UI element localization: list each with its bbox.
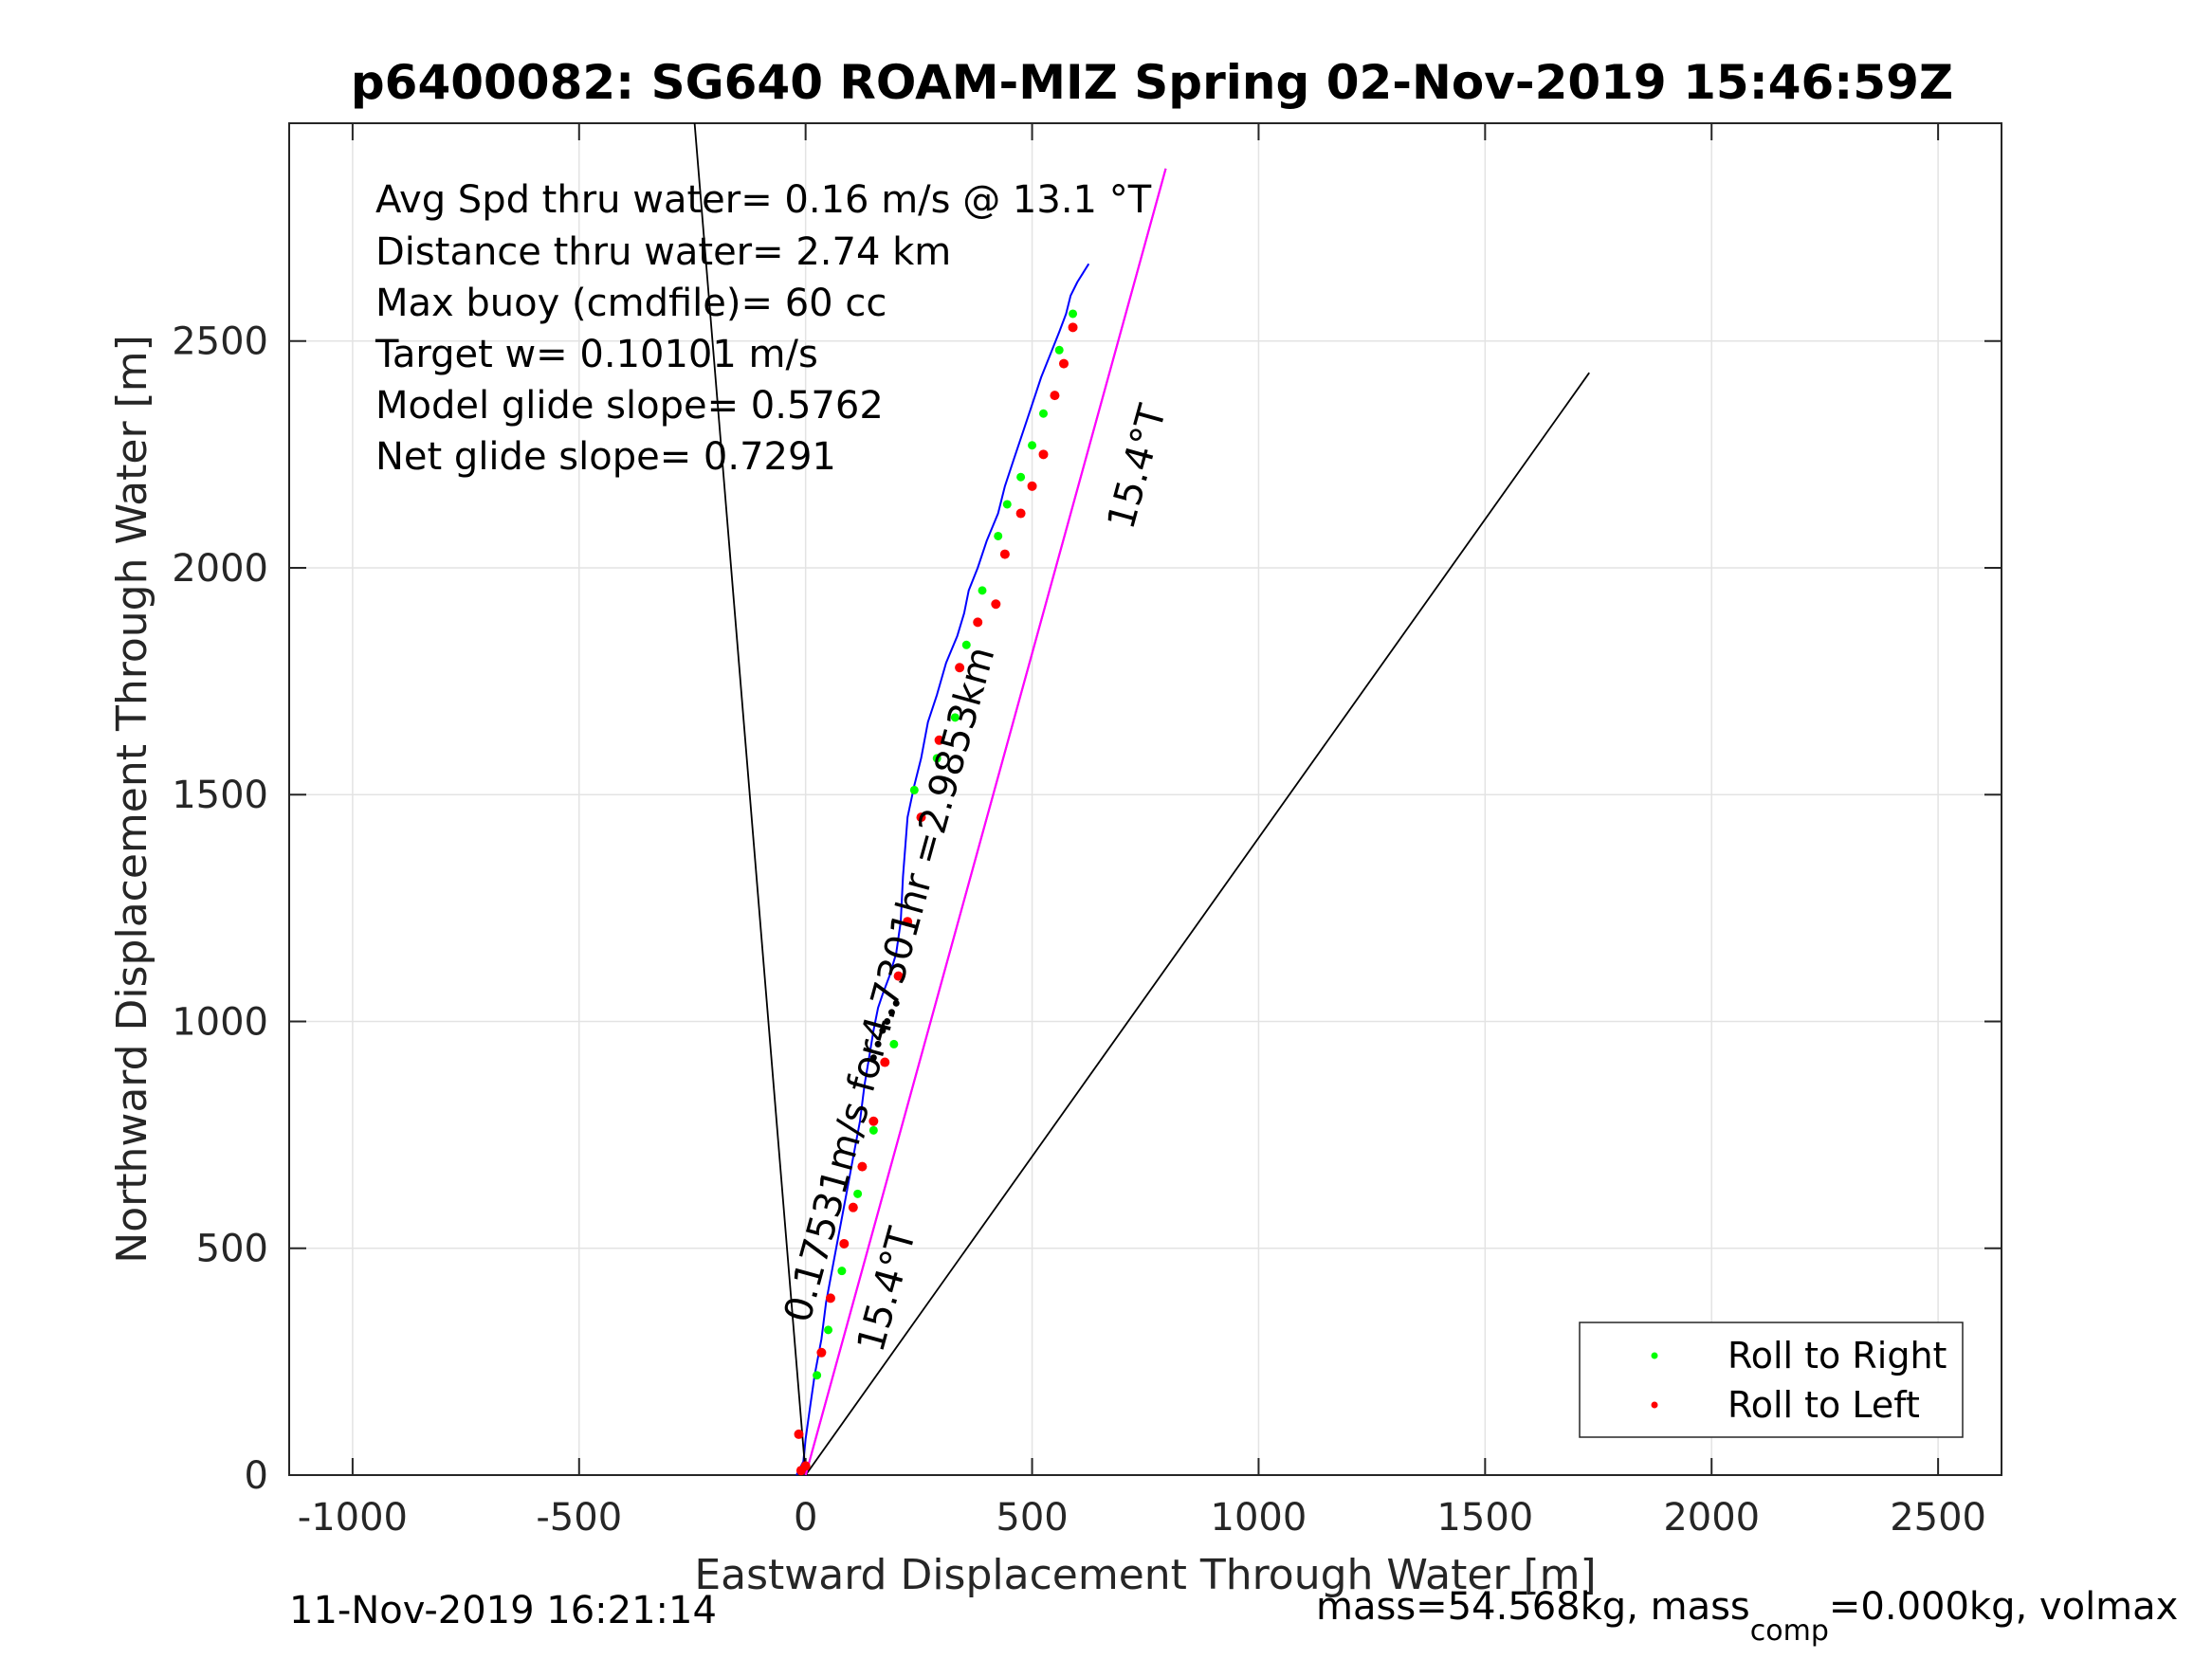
roll-left-point — [848, 1202, 858, 1212]
black-point — [892, 999, 900, 1007]
roll-right-point — [1054, 345, 1064, 355]
y-tick-label: 0 — [245, 1454, 268, 1498]
legend-box — [1579, 1322, 1964, 1438]
footer-mass-subscript: comp — [1750, 1614, 1829, 1648]
series-heading-line-2 — [804, 372, 1590, 1476]
legend-label-roll-left: Roll to Left — [1728, 1384, 1920, 1426]
footer-mass-suffix: =0.000kg, volmax — [1829, 1585, 2178, 1629]
stat-avg-speed: Avg Spd thru water= 0.16 m/s @ 13.1 °T — [375, 178, 1152, 222]
roll-right-point — [837, 1267, 847, 1276]
series-drift-line — [804, 168, 1167, 1476]
roll-left-point — [955, 663, 965, 673]
markers — [794, 309, 1078, 1476]
y-tick-labels: 0 500 1000 1500 2000 2500 — [172, 320, 268, 1498]
roll-right-point — [961, 640, 971, 649]
roll-right-point — [950, 713, 960, 722]
x-tick-label: 2500 — [1890, 1496, 1986, 1540]
chart-title: p6400082: SG640 ROAM-MIZ Spring 02-Nov-2… — [351, 55, 1953, 110]
roll-right-point — [868, 1125, 878, 1135]
y-tick-label: 500 — [196, 1228, 268, 1271]
legend-marker-roll-right — [1651, 1352, 1658, 1359]
roll-left-point — [934, 735, 944, 745]
footer-mass-prefix: mass=54.568kg, mass — [1316, 1585, 1750, 1629]
roll-right-point — [889, 1039, 899, 1048]
roll-left-point — [893, 971, 904, 981]
series-lines — [693, 122, 1590, 1476]
y-tick-label: 1500 — [172, 774, 268, 817]
roll-left-point — [839, 1238, 850, 1249]
roll-left-point — [1038, 449, 1049, 460]
series-track — [795, 263, 1090, 1476]
black-point — [887, 1009, 895, 1016]
roll-left-point — [1050, 391, 1060, 401]
roll-left-point — [880, 1057, 890, 1067]
roll-left-point — [857, 1161, 868, 1172]
roll-left-point — [973, 617, 983, 628]
stat-target-w: Target w= 0.10101 m/s — [375, 333, 818, 376]
x-tick-label: -1000 — [298, 1496, 408, 1540]
footer-timestamp: 11-Nov-2019 16:21:14 — [289, 1589, 717, 1632]
roll-right-point — [909, 785, 919, 794]
stats-annotation: Avg Spd thru water= 0.16 m/s @ 13.1 °T D… — [375, 178, 1152, 479]
stat-distance: Distance thru water= 2.74 km — [375, 230, 951, 274]
roll-right-point — [1002, 500, 1012, 509]
black-point — [879, 1027, 887, 1034]
x-tick-label: -500 — [536, 1496, 622, 1540]
roll-left-point — [916, 812, 926, 823]
roll-left-point — [1027, 481, 1037, 491]
y-tick-label: 2500 — [172, 320, 268, 364]
plot-area — [288, 122, 2002, 1476]
roll-left-point — [1068, 322, 1078, 333]
roll-left-point — [1059, 358, 1069, 369]
x-tick-label: 0 — [794, 1496, 817, 1540]
stat-net-glide: Net glide slope= 0.7291 — [375, 435, 836, 479]
x-tick-labels: -1000 -500 0 500 1000 1500 2000 2500 — [298, 1496, 1986, 1540]
roll-right-point — [1039, 409, 1048, 418]
roll-left-point — [1015, 508, 1026, 519]
black-point — [874, 1040, 882, 1048]
y-axis-label: Northward Displacement Through Water [m] — [108, 335, 156, 1263]
stat-model-glide: Model glide slope= 0.5762 — [375, 384, 884, 428]
roll-right-point — [1069, 309, 1078, 319]
x-axis-label: Eastward Displacement Through Water [m] — [694, 1551, 1596, 1599]
roll-left-point — [794, 1429, 804, 1439]
stat-max-buoy: Max buoy (cmdfile)= 60 cc — [375, 282, 887, 325]
roll-left-point — [825, 1293, 835, 1304]
x-tick-label: 1500 — [1436, 1496, 1533, 1540]
roll-left-point — [999, 549, 1010, 559]
roll-left-point — [868, 1116, 879, 1126]
roll-right-point — [932, 754, 941, 763]
roll-right-point — [1016, 472, 1026, 482]
roll-right-point — [824, 1325, 833, 1335]
footer-mass: mass=54.568kg, masscomp=0.000kg, volmax — [1316, 1585, 2178, 1648]
roll-right-point — [994, 531, 1003, 540]
roll-left-point — [816, 1347, 827, 1358]
legend: Roll to Right Roll to Left — [1579, 1322, 1964, 1438]
roll-right-point — [853, 1189, 863, 1198]
x-tick-label: 1000 — [1211, 1496, 1307, 1540]
roll-left-point — [800, 1461, 811, 1471]
roll-left-point — [991, 599, 1001, 610]
roll-left-point — [903, 917, 913, 927]
black-point — [869, 1054, 877, 1062]
x-tick-label: 2000 — [1663, 1496, 1760, 1540]
roll-right-point — [813, 1371, 822, 1380]
y-tick-label: 1000 — [172, 1000, 268, 1044]
legend-label-roll-right: Roll to Right — [1728, 1335, 1947, 1376]
legend-marker-roll-left — [1651, 1401, 1658, 1409]
y-tick-label: 2000 — [172, 547, 268, 591]
series-heading-line-1 — [693, 122, 807, 1476]
x-tick-label: 500 — [996, 1496, 1068, 1540]
black-point — [884, 1017, 891, 1025]
roll-right-point — [1028, 441, 1037, 450]
roll-right-point — [978, 586, 987, 595]
